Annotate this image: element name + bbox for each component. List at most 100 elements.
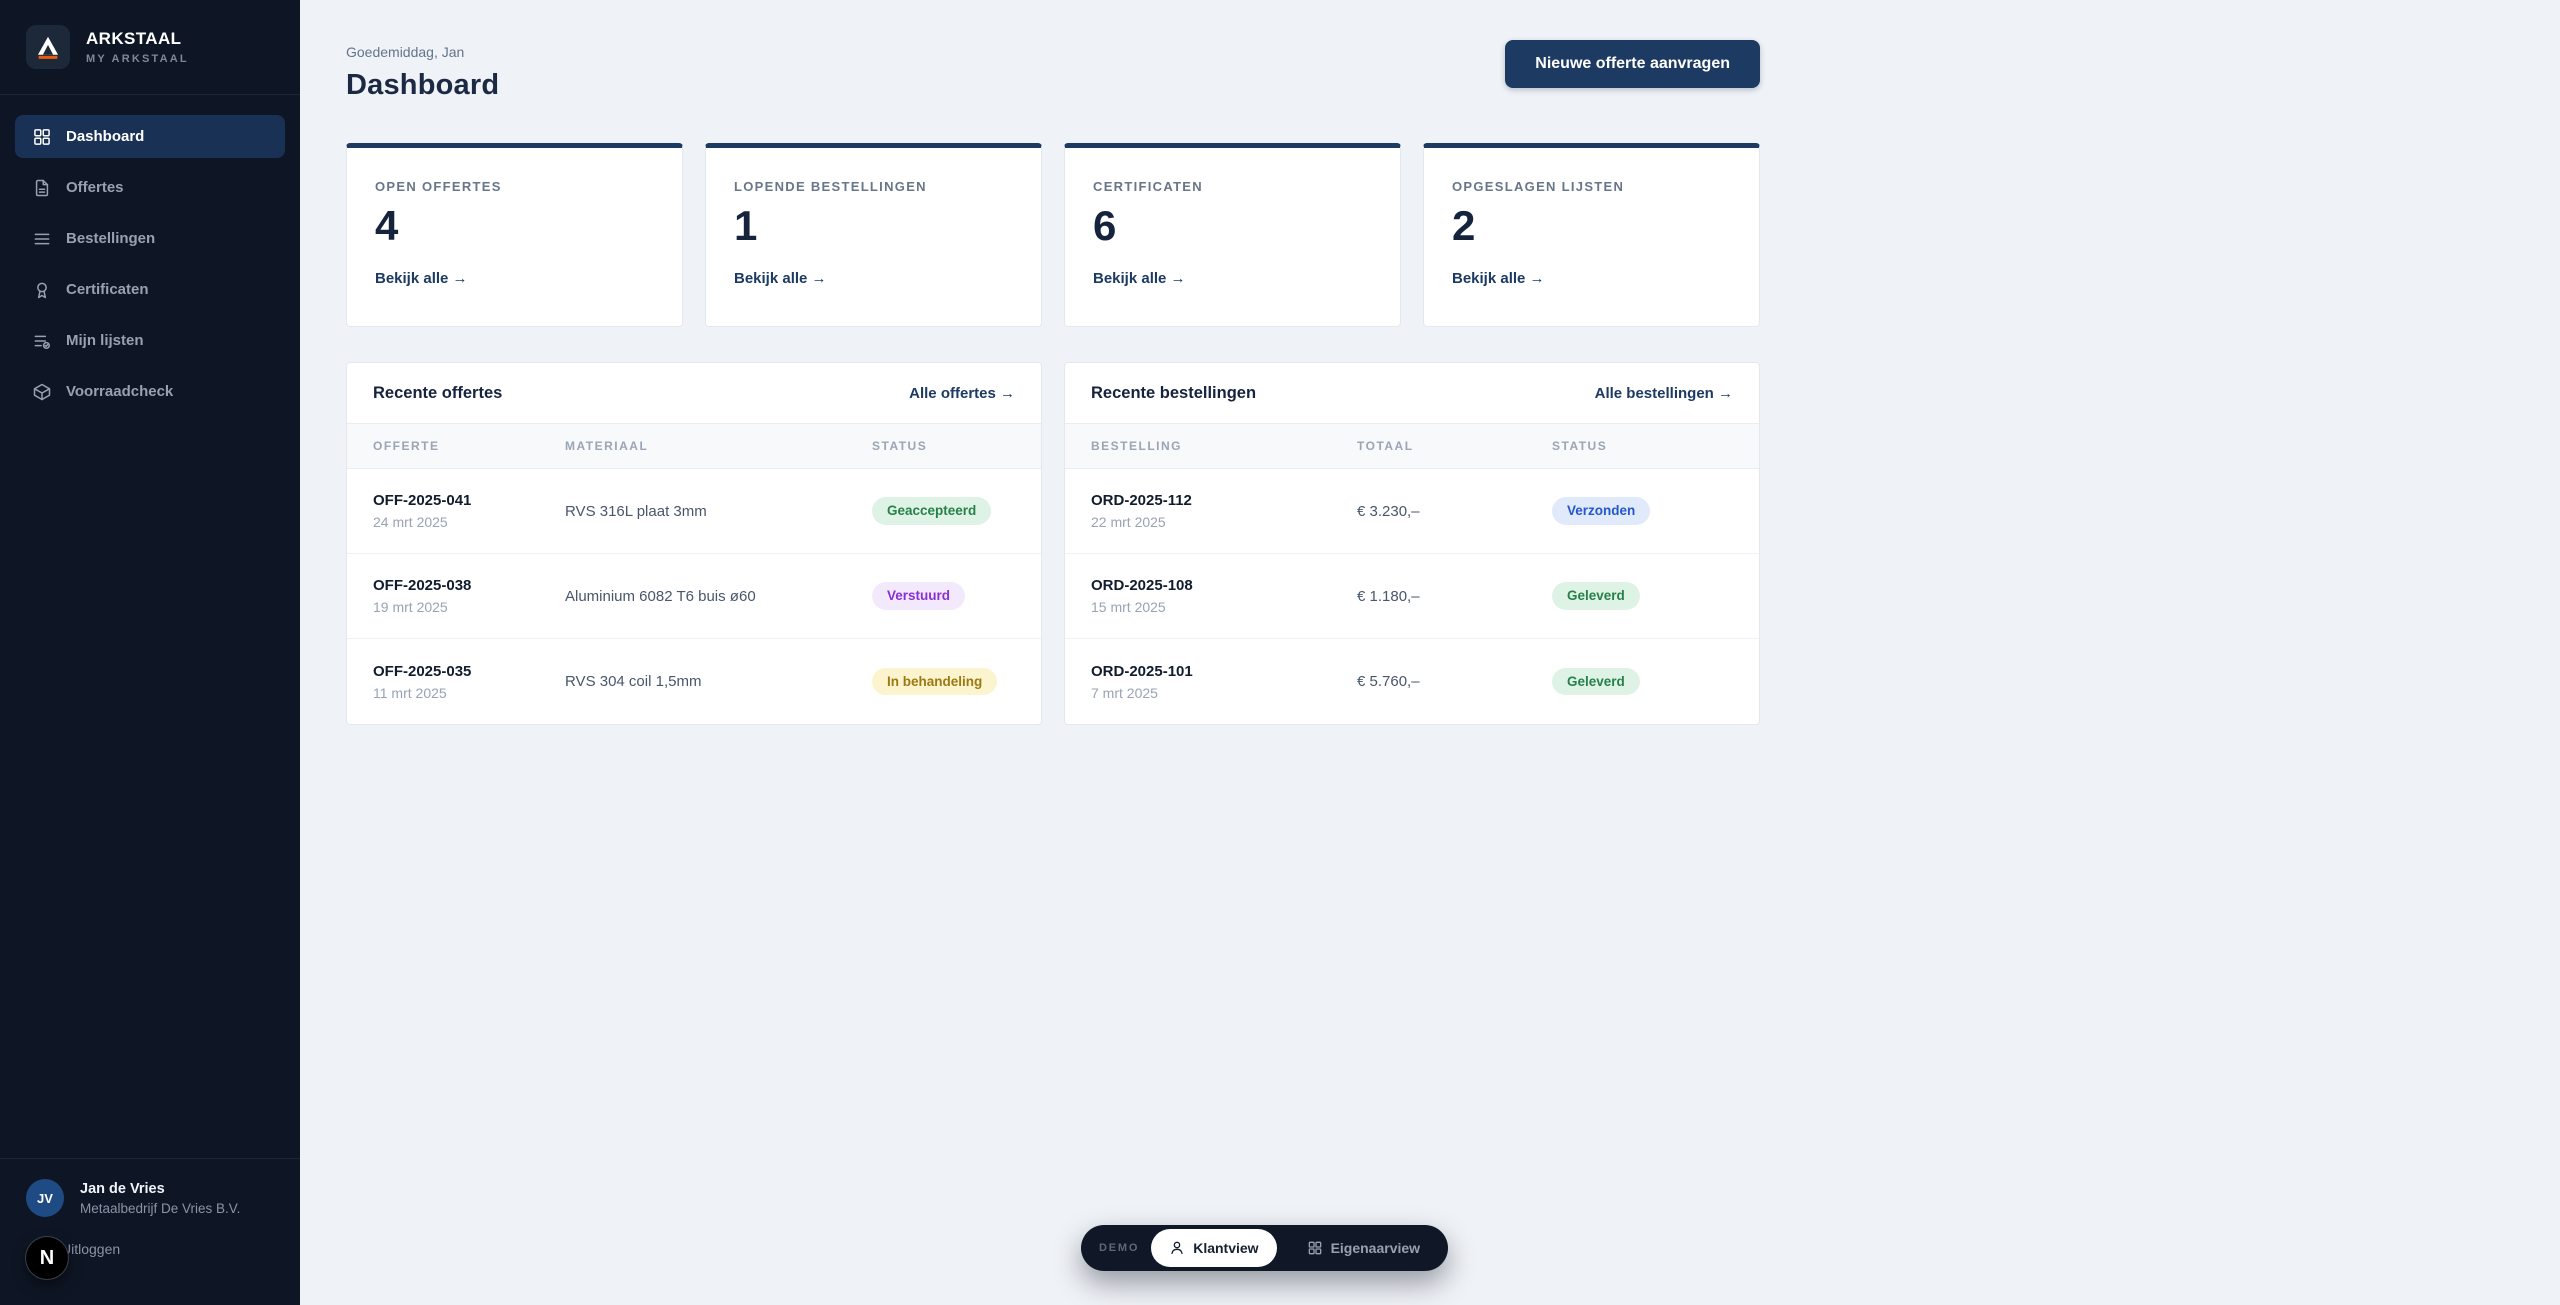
order-total: € 1.180,– [1357,587,1420,605]
status-badge: Geaccepteerd [872,497,992,525]
sidebar-item-certificaten[interactable]: Certificaten [15,268,285,311]
user-meta: Jan de Vries Metaalbedrijf De Vries B.V. [80,1181,240,1216]
order-total: € 5.760,– [1357,673,1420,690]
order-total: € 3.230,– [1357,502,1420,520]
arkstaal-logo-icon [26,25,70,69]
page-header: Goedemiddag, Jan Dashboard Nieuwe offert… [346,40,1760,102]
offer-date: 24 mrt 2025 [373,514,448,530]
sidebar-spacer [0,421,300,1158]
demo-badge: DEMO [1099,1242,1140,1254]
sidebar-item-label: Bestellingen [66,230,156,247]
table-row[interactable]: OFF-2025-041 24 mrt 2025 RVS 316L plaat … [347,469,1041,554]
user-name: Jan de Vries [80,1180,165,1197]
stat-label: OPGESLAGEN LIJSTEN [1452,179,1625,194]
sidebar-item-mijn-lijsten[interactable]: Mijn lijsten [15,319,285,362]
eigenaarview-toggle[interactable]: Eigenaarview [1289,1229,1433,1267]
sidebar-item-voorraadcheck[interactable]: Voorraadcheck [15,370,285,413]
stat-card-open-offertes: OPEN OFFERTES 4 Bekijk alle → [346,143,683,327]
column-header: TOTAAL [1357,439,1414,453]
sidebar-item-label: Mijn lijsten [66,332,144,349]
stat-value: 2 [1452,202,1476,249]
all-orders-link[interactable]: Alle bestellingen → [1594,384,1733,402]
table-row[interactable]: ORD-2025-108 15 mrt 2025 € 1.180,– Gelev… [1065,554,1759,639]
offer-cell: OFF-2025-038 19 mrt 2025 [373,577,565,615]
status-badge: Geleverd [1552,667,1640,696]
order-cell: ORD-2025-101 7 mrt 2025 [1091,663,1357,701]
stat-value: 6 [1093,202,1117,249]
panel-header: Recente offertes Alle offertes → [347,363,1041,423]
header-titles: Goedemiddag, Jan Dashboard [346,44,499,102]
view-all-link[interactable]: Bekijk alle → [734,270,827,287]
offer-date: 19 mrt 2025 [373,599,448,615]
document-icon [35,179,49,196]
klantview-toggle[interactable]: Klantview [1151,1229,1277,1267]
offer-cell: OFF-2025-041 24 mrt 2025 [373,492,565,530]
award-icon [37,282,47,298]
sidebar-item-label: Dashboard [66,128,145,145]
sidebar-item-dashboard[interactable]: Dashboard [15,115,285,158]
view-all-link[interactable]: Bekijk alle → [1452,270,1545,287]
view-all-link[interactable]: Bekijk alle → [1093,270,1186,287]
column-header: OFFERTE [373,439,440,453]
sidebar-item-bestellingen[interactable]: Bestellingen [15,217,285,260]
column-header: STATUS [872,439,928,453]
stat-card-certificaten: CERTIFICATEN 6 Bekijk alle → [1064,143,1401,327]
order-id: ORD-2025-112 [1091,492,1192,509]
status-badge: In behandeling [872,667,998,696]
panel-title: Recente bestellingen [1091,383,1257,402]
nextjs-dev-badge-icon[interactable]: N [26,1237,68,1279]
table-row[interactable]: ORD-2025-101 7 mrt 2025 € 5.760,– Geleve… [1065,639,1759,724]
status-badge: Verstuurd [872,582,966,610]
user-section: JV Jan de Vries Metaalbedrijf De Vries B… [0,1158,300,1305]
table-row[interactable]: ORD-2025-112 22 mrt 2025 € 3.230,– Verzo… [1065,469,1759,554]
person-icon [1171,1241,1183,1254]
offer-id: OFF-2025-038 [373,577,472,594]
demo-view-switcher: DEMO Klantview Eigenaarview [1081,1225,1449,1271]
sidebar-item-offertes[interactable]: Offertes [15,166,285,209]
table-row[interactable]: OFF-2025-038 19 mrt 2025 Aluminium 6082 … [347,554,1041,639]
order-date: 22 mrt 2025 [1091,514,1166,530]
package-icon [33,383,51,400]
offer-material: RVS 304 coil 1,5mm [565,673,702,690]
table-panels: Recente offertes Alle offertes → OFFERTE… [346,362,1760,725]
recent-offers-panel: Recente offertes Alle offertes → OFFERTE… [346,362,1042,725]
recent-orders-panel: Recente bestellingen Alle bestellingen →… [1064,362,1760,725]
stat-value: 1 [734,202,758,249]
main-content: Goedemiddag, Jan Dashboard Nieuwe offert… [300,0,2560,1305]
stat-label: OPEN OFFERTES [375,179,502,194]
offer-date: 11 mrt 2025 [373,684,447,701]
sidebar: ARKSTAAL MY ARKSTAAL Dashboard Offertes … [0,0,300,1305]
page-title: Dashboard [346,69,500,101]
offer-id: OFF-2025-035 [373,662,472,680]
table-column-headers: BESTELLING TOTAAL STATUS [1065,423,1759,469]
grid-icon [1308,1241,1321,1255]
stat-label: CERTIFICATEN [1093,179,1203,194]
status-badge: Verzonden [1552,497,1651,525]
view-all-link[interactable]: Bekijk alle → [375,270,468,287]
brand[interactable]: ARKSTAAL MY ARKSTAAL [0,0,300,95]
panel-title: Recente offertes [373,383,503,402]
stat-card-opgeslagen-lijsten: OPGESLAGEN LIJSTEN 2 Bekijk alle → [1423,143,1760,327]
stat-card-lopende-bestellingen: LOPENDE BESTELLINGEN 1 Bekijk alle → [705,143,1042,327]
sidebar-nav: Dashboard Offertes Bestellingen Certific… [0,95,300,421]
user-row: JV Jan de Vries Metaalbedrijf De Vries B… [26,1179,274,1217]
logout-link[interactable]: Uitloggen [61,1241,121,1257]
order-id: ORD-2025-101 [1091,662,1193,680]
sidebar-item-label: Offertes [66,179,124,196]
offer-material: RVS 316L plaat 3mm [565,502,707,520]
stat-label: LOPENDE BESTELLINGEN [734,179,927,194]
all-offers-link[interactable]: Alle offertes → [909,384,1015,402]
order-cell: ORD-2025-112 22 mrt 2025 [1091,492,1357,530]
brand-text: ARKSTAAL MY ARKSTAAL [86,29,189,65]
grid-icon [34,128,50,145]
order-date: 7 mrt 2025 [1091,684,1158,701]
offer-id: OFF-2025-041 [373,492,472,509]
column-header: MATERIAAL [565,439,649,453]
table-row[interactable]: OFF-2025-035 11 mrt 2025 RVS 304 coil 1,… [347,639,1041,724]
new-offer-button[interactable]: Nieuwe offerte aanvragen [1505,40,1760,88]
order-id: ORD-2025-108 [1091,577,1193,594]
brand-subtitle: MY ARKSTAAL [86,53,189,65]
offer-material: Aluminium 6082 T6 buis ø60 [565,587,756,605]
stat-cards: OPEN OFFERTES 4 Bekijk alle → LOPENDE BE… [346,143,1760,327]
